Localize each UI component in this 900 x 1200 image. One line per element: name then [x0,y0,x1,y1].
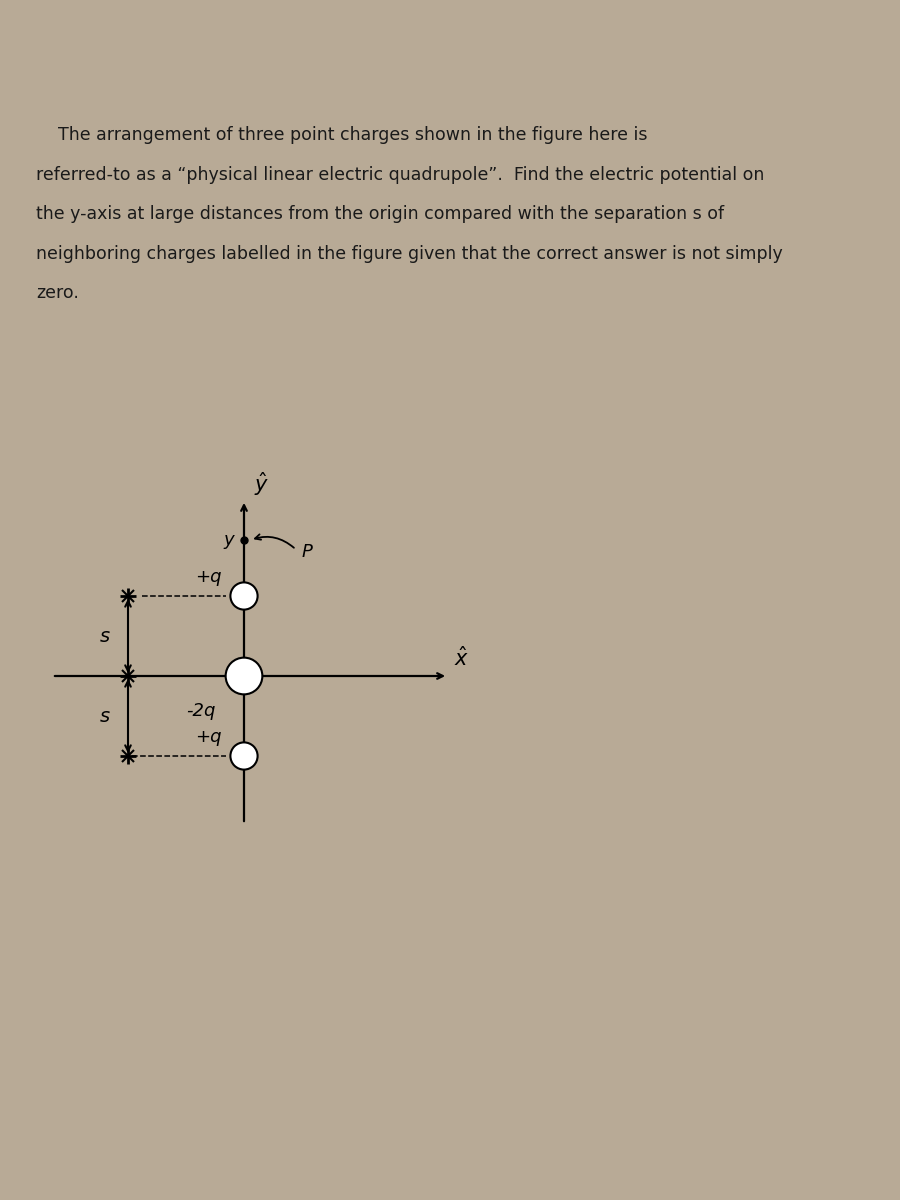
Text: +q: +q [195,728,221,746]
Text: -2q: -2q [186,702,216,720]
Text: $\hat{x}$: $\hat{x}$ [454,646,470,670]
Text: zero.: zero. [36,284,79,302]
Circle shape [230,582,257,610]
Text: s: s [100,626,111,646]
Text: s: s [100,707,111,726]
Text: the y-axis at large distances from the origin compared with the separation s of: the y-axis at large distances from the o… [36,205,724,223]
Text: referred-to as a “physical linear electric quadrupole”.  Find the electric poten: referred-to as a “physical linear electr… [36,166,764,184]
Text: P: P [302,542,312,560]
Text: neighboring charges labelled in the figure given that the correct answer is not : neighboring charges labelled in the figu… [36,245,783,263]
Circle shape [226,658,263,695]
Text: The arrangement of three point charges shown in the figure here is: The arrangement of three point charges s… [36,126,647,144]
Circle shape [230,743,257,769]
Text: +q: +q [195,569,221,587]
Text: y: y [224,530,234,550]
Text: $\hat{y}$: $\hat{y}$ [254,470,269,498]
